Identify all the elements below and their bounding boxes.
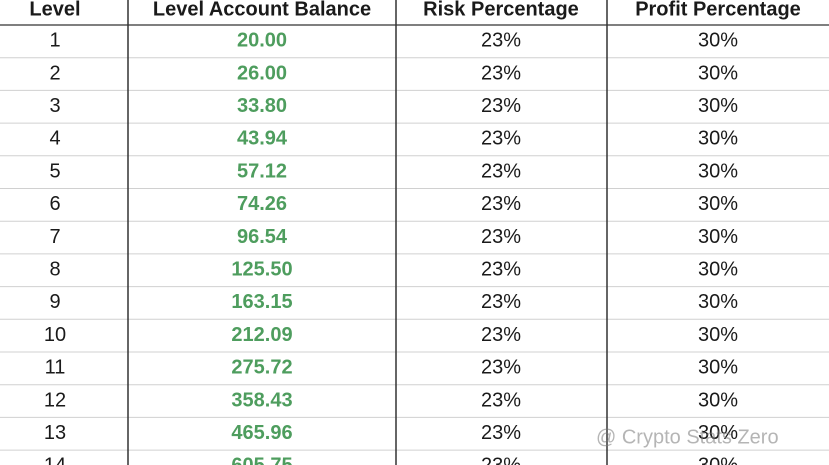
cell: 2 (49, 62, 60, 84)
cell: 30% (698, 357, 738, 379)
cell: 10 (44, 324, 66, 346)
cell: 23% (481, 422, 521, 444)
cell: 30% (698, 160, 738, 182)
cell: 30% (698, 193, 738, 215)
cell: 30% (698, 259, 738, 281)
header-cell: Level (29, 0, 80, 20)
cell: 30% (698, 389, 738, 411)
cell: 1 (49, 30, 60, 52)
cell: 23% (481, 226, 521, 248)
cell: 11 (45, 357, 66, 379)
cell: 30% (698, 95, 738, 117)
cell: 30% (698, 422, 738, 444)
balance-cell: 33.80 (237, 95, 287, 117)
cells: Level Level Account Balance Risk Percentag… (29, 0, 800, 465)
cell: 23% (481, 62, 521, 84)
balance-cell: 57.12 (237, 160, 287, 182)
cell: 23% (481, 160, 521, 182)
balance-cell: 358.43 (231, 389, 292, 411)
cell: 23% (481, 128, 521, 150)
balance-cell: 605.75 (231, 455, 292, 465)
balance-cell: 125.50 (231, 259, 292, 281)
cell: 23% (481, 324, 521, 346)
cell: 30% (698, 62, 738, 84)
cell: 9 (49, 291, 60, 313)
cell: 23% (481, 259, 521, 281)
cell: 7 (49, 226, 60, 248)
balance-cell: 74.26 (237, 193, 287, 215)
cell: 30% (698, 455, 738, 465)
cell: 8 (49, 259, 60, 281)
cell: 30% (698, 291, 738, 313)
cell: 3 (49, 95, 60, 117)
header-cell: Level Account Balance (153, 0, 371, 20)
balance-cell: 212.09 (231, 324, 292, 346)
cell: 13 (44, 422, 66, 444)
header-cell: Risk Percentage (423, 0, 579, 20)
cell: 5 (49, 160, 60, 182)
cell: 12 (44, 389, 66, 411)
cell: 4 (49, 128, 60, 150)
balance-cell: 275.72 (231, 357, 292, 379)
cell: 30% (698, 226, 738, 248)
cell: 23% (481, 357, 521, 379)
balance-cell: 163.15 (231, 291, 292, 313)
cell: 23% (481, 30, 521, 52)
balance-cell: 465.96 (231, 422, 292, 444)
cell: 14 (44, 455, 66, 465)
cell: 30% (698, 30, 738, 52)
cell: 23% (481, 291, 521, 313)
cell: 6 (49, 193, 60, 215)
balance-cell: 20.00 (237, 30, 287, 52)
watermark: @ Crypto Stats Zero (596, 426, 779, 448)
cell: 23% (481, 455, 521, 465)
balance-cell: 26.00 (237, 62, 287, 84)
cell: 23% (481, 95, 521, 117)
cell: 23% (481, 193, 521, 215)
cell: 30% (698, 128, 738, 150)
cell: 23% (481, 389, 521, 411)
header-cell: Profit Percentage (635, 0, 801, 20)
balance-cell: 96.54 (237, 226, 288, 248)
cell: 30% (698, 324, 738, 346)
balance-cell: 43.94 (237, 128, 288, 150)
